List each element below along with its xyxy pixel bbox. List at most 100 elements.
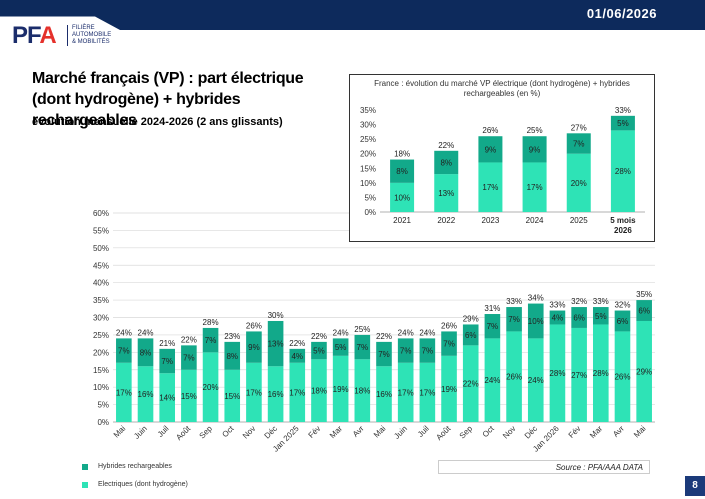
inset-bar-electric [610, 130, 635, 212]
bar-total-label: 34% [528, 294, 544, 303]
legend-label: Electriques (dont hydrogène) [98, 481, 188, 488]
inset-bar-total-label: 22% [438, 141, 454, 150]
bar-label-electric: 17% [116, 388, 132, 397]
inset-bar-total-label: 25% [527, 126, 543, 135]
bar-electric [549, 324, 566, 422]
bar-label-electric: 26% [614, 373, 630, 382]
bar-label-hybrid: 7% [400, 347, 412, 356]
y-tick-label: 55% [93, 226, 109, 235]
x-tick-label: Oct [220, 424, 236, 440]
inset-bar-total-label: 18% [394, 150, 410, 159]
bar-electric [419, 362, 436, 422]
bar-label-electric: 24% [528, 376, 544, 385]
bar-hybrid [441, 331, 457, 356]
inset-bar-hybrid [522, 136, 547, 163]
bar-hybrid [636, 300, 652, 321]
bar-hybrid [506, 307, 522, 332]
bar-label-hybrid: 13% [268, 340, 284, 349]
legend-swatch-hybrid [82, 464, 88, 470]
bar-electric [181, 369, 197, 422]
legend-swatch-electric [82, 482, 88, 488]
bar-electric [311, 359, 327, 422]
bar-total-label: 22% [289, 339, 305, 348]
bar-label-electric: 26% [506, 373, 522, 382]
bar-hybrid [246, 331, 262, 363]
x-tick-label: Fév [567, 424, 583, 440]
bar-label-electric: 16% [268, 390, 284, 399]
bar-electric [202, 352, 219, 422]
bar-label-hybrid: 7% [183, 354, 195, 363]
y-tick-label: 20% [93, 348, 109, 357]
bar-total-label: 24% [138, 328, 154, 337]
x-tick-label: Juil [156, 424, 171, 439]
bar-label-electric: 17% [246, 388, 262, 397]
y-tick-label: 50% [93, 244, 109, 253]
bar-label-hybrid: 5% [595, 312, 607, 321]
bar-hybrid [592, 307, 609, 325]
bar-label-hybrid: 7% [118, 347, 130, 356]
inset-chart-title: France : évolution du marché VP électriq… [374, 79, 630, 98]
bar-total-label: 33% [593, 297, 609, 306]
x-tick-label: Déc [523, 424, 539, 440]
bar-label-hybrid: 6% [573, 314, 585, 323]
inset-bar-electric [478, 162, 503, 212]
bar-hybrid [484, 314, 501, 339]
bar-hybrid [159, 348, 176, 374]
y-tick-label: 25% [93, 331, 109, 340]
inset-x-tick-label: 2023 [482, 216, 500, 225]
bar-label-electric: 19% [333, 385, 349, 394]
bar-label-hybrid: 7% [205, 336, 217, 345]
page-title: Marché français (VP) : part électrique (… [32, 70, 304, 129]
x-tick-label: Sep [458, 424, 475, 441]
bar-label-electric: 22% [463, 380, 479, 389]
inset-y-tick-label: 30% [360, 121, 376, 130]
x-tick-label: Oct [481, 424, 497, 440]
inset-bar-electric [434, 174, 459, 212]
inset-bar-label-hybrid: 9% [485, 145, 497, 154]
inset-bar-label-hybrid: 7% [573, 140, 585, 149]
bar-hybrid [311, 341, 327, 360]
inset-y-tick-label: 0% [364, 208, 376, 217]
x-tick-label: Nov [241, 424, 257, 440]
inset-bar-hybrid [390, 159, 415, 183]
y-tick-label: 30% [93, 314, 109, 323]
inset-y-tick-label: 5% [364, 193, 376, 202]
x-tick-label: Mar [588, 424, 604, 440]
inset-bar-label-hybrid: 9% [529, 145, 541, 154]
bar-electric [354, 359, 371, 422]
bar-hybrid [614, 310, 631, 332]
inset-bar-electric [522, 162, 547, 212]
bar-total-label: 33% [506, 297, 522, 306]
y-tick-label: 45% [93, 261, 109, 270]
x-tick-label: Août [174, 424, 193, 443]
bar-label-electric: 27% [571, 371, 587, 380]
y-tick-label: 35% [93, 296, 109, 305]
bar-hybrid [571, 307, 587, 328]
inset-x-tick-label: 2025 [570, 216, 588, 225]
bar-hybrid [527, 303, 544, 339]
bar-label-electric: 17% [398, 388, 414, 397]
bar-electric [506, 331, 522, 422]
bar-total-label: 22% [376, 332, 392, 341]
x-tick-label: Déc [263, 424, 279, 440]
bar-total-label: 30% [268, 311, 284, 320]
page-number: 8 [685, 476, 705, 496]
inset-bar-hybrid [434, 150, 459, 175]
bar-label-electric: 15% [224, 392, 240, 401]
bar-total-label: 24% [419, 328, 435, 337]
inset-y-tick-label: 10% [360, 179, 376, 188]
pfa-logo: PFA FILIÈRE AUTOMOBILE & MOBILITÉS [12, 16, 132, 52]
inset-bar-hybrid [478, 136, 503, 163]
inset-x-tick-label: 2022 [437, 216, 455, 225]
inset-bar-label-electric: 28% [615, 167, 631, 176]
bar-total-label: 22% [181, 335, 197, 344]
bar-total-label: 32% [614, 301, 630, 310]
inset-bar-electric [566, 153, 591, 212]
bar-label-hybrid: 4% [291, 352, 303, 361]
bar-label-electric: 19% [441, 385, 457, 394]
x-tick-label: Juin [132, 424, 149, 441]
bar-label-hybrid: 7% [487, 322, 499, 331]
inset-bar-total-label: 27% [571, 123, 587, 132]
bar-electric [376, 366, 392, 422]
